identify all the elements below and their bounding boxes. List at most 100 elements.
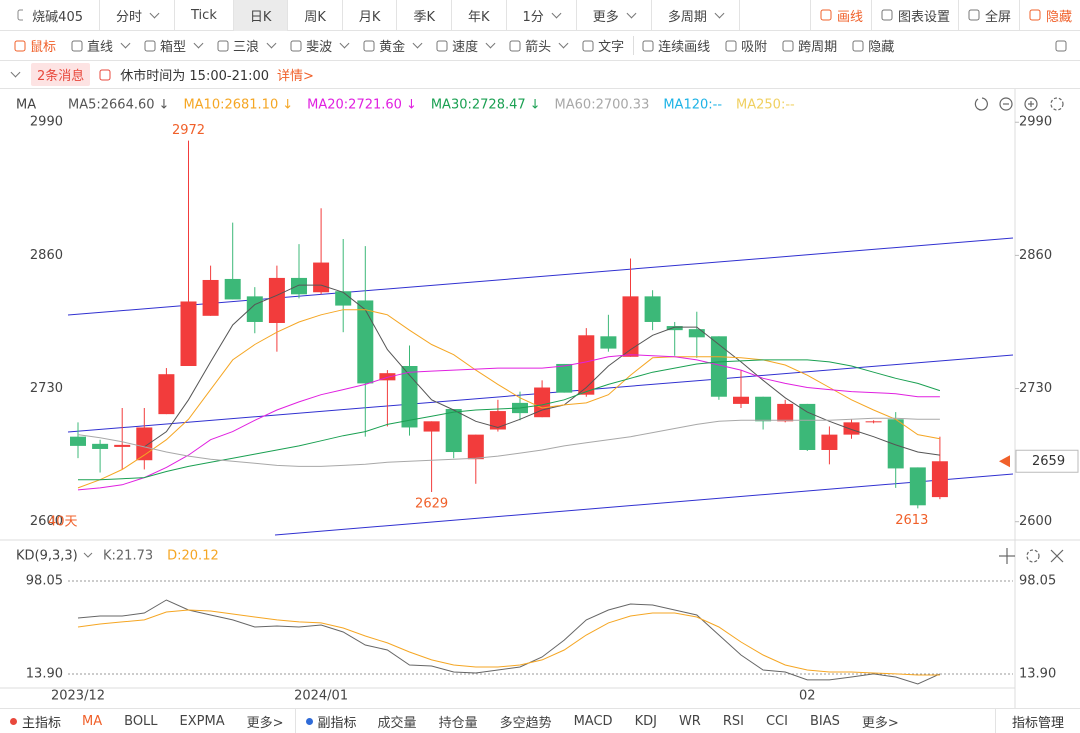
chevron — [193, 38, 204, 49]
indicator[interactable]: 多空趋势 — [499, 715, 552, 731]
tab-label: 分时 — [116, 9, 143, 25]
reset-icon[interactable] — [974, 97, 988, 111]
icon — [290, 40, 302, 51]
indicator[interactable]: EXPMA — [179, 713, 225, 729]
indicator[interactable]: MA — [82, 713, 103, 729]
icon-shape — [881, 9, 893, 21]
icon — [71, 40, 83, 51]
indicator[interactable]: BOLL — [124, 713, 158, 729]
drawing-tool[interactable]: 斐波 — [282, 36, 355, 55]
chevron — [558, 38, 569, 49]
candle-body — [887, 419, 904, 469]
icon — [17, 9, 24, 21]
tool-label: 跨周期 — [798, 40, 838, 55]
candle-body — [70, 436, 86, 446]
icon — [582, 40, 594, 51]
indicator[interactable]: 成交量 — [377, 715, 417, 731]
indicator[interactable]: MACD — [573, 713, 613, 729]
period-tab[interactable]: 分时 — [100, 0, 176, 31]
indicator[interactable]: 持仓量 — [438, 715, 478, 731]
y-tick-label: 98.05 — [26, 574, 63, 589]
indicator[interactable]: WR — [678, 713, 701, 729]
period-tab[interactable]: 季K — [397, 0, 452, 31]
tool-label: 速度 — [452, 40, 479, 55]
action-button[interactable]: 隐藏 — [1018, 0, 1080, 31]
x-tick-label: 2024/01 — [294, 689, 348, 704]
chevron — [412, 38, 423, 49]
indicator[interactable]: 更多> — [861, 715, 899, 731]
period-tab[interactable]: 年K — [452, 0, 507, 31]
icon — [1029, 9, 1041, 21]
zoom-out-icon[interactable] — [999, 97, 1013, 111]
chevron[interactable] — [10, 67, 21, 78]
copy-button[interactable] — [1054, 39, 1080, 53]
drawing-tool[interactable]: 黄金 — [355, 36, 428, 55]
chevron[interactable] — [83, 552, 93, 558]
tab-label: 更多 — [592, 9, 619, 25]
indicator-manage[interactable]: 指标管理 — [994, 708, 1080, 733]
action-button[interactable]: 全屏 — [957, 0, 1019, 31]
indicator[interactable]: RSI — [722, 713, 744, 729]
drawing-tool[interactable]: 连续画线 — [633, 36, 717, 55]
dot — [305, 717, 313, 725]
zoom-in-icon[interactable] — [1024, 97, 1038, 111]
settings-icon[interactable] — [1026, 549, 1040, 563]
settings-icon[interactable] — [1050, 97, 1064, 111]
series-line — [77, 309, 940, 489]
tab-label: 月K — [358, 9, 381, 25]
action-button[interactable]: 画线 — [809, 0, 871, 31]
candle-body — [224, 278, 241, 300]
candle-body — [622, 296, 639, 357]
tool-label: 隐藏 — [868, 40, 895, 55]
candle-body — [379, 373, 396, 381]
drawing-tool[interactable]: 箱型 — [136, 36, 209, 55]
icon — [14, 40, 26, 51]
notice-link[interactable]: 详情> — [277, 69, 314, 84]
action-button[interactable]: 图表设置 — [870, 0, 958, 31]
drawing-tool[interactable]: 鼠标 — [6, 36, 63, 55]
period-toolbar: 烧碱405 分时 Tick 日K 周K 月K 季K 年K 1分 更多 多周期 画线 图表设置 全屏 隐藏 — [0, 0, 1080, 31]
symbol-tab[interactable]: 烧碱405 — [0, 0, 100, 31]
legend-entry: MA60:2700.33 — [555, 98, 650, 113]
close-icon[interactable] — [1050, 549, 1064, 563]
notice-text: 休市时间为 15:00-21:00 — [120, 69, 270, 84]
y-tick-label: 2860 — [1019, 248, 1052, 263]
period-tab[interactable]: Tick — [175, 0, 234, 31]
period-tab[interactable]: 周K — [288, 0, 343, 31]
indicator[interactable]: 更多> — [246, 715, 284, 731]
drawing-tool[interactable]: 箭头 — [501, 36, 574, 55]
drawing-tool[interactable]: 隐藏 — [844, 36, 901, 55]
drawing-tool[interactable]: 文字 — [574, 36, 631, 55]
chevron — [120, 38, 131, 49]
legend-trend: ↓ — [282, 98, 293, 113]
icon-shape — [1055, 40, 1067, 51]
icon — [968, 9, 980, 21]
indicator[interactable]: BIAS — [809, 713, 840, 729]
tool-label: 连续画线 — [658, 40, 711, 55]
drawing-tool[interactable]: 直线 — [63, 36, 136, 55]
candle-body — [821, 434, 838, 450]
action-label: 图表设置 — [897, 9, 950, 25]
period-tab[interactable]: 1分 — [507, 0, 577, 31]
chart-controls[interactable] — [974, 97, 1064, 564]
drawing-tool[interactable]: 速度 — [428, 36, 501, 55]
series-line — [77, 354, 940, 491]
icon-shape — [725, 40, 737, 51]
message-badge[interactable]: 2条消息 — [31, 63, 91, 86]
y-tick-label: 2860 — [30, 248, 63, 263]
y-tick-label: 2600 — [30, 514, 63, 529]
drawing-tool[interactable]: 吸附 — [717, 36, 774, 55]
period-tab[interactable]: 月K — [343, 0, 398, 31]
indicator[interactable]: CCI — [765, 713, 788, 729]
chevron — [551, 8, 562, 18]
drawing-tool[interactable]: 跨周期 — [774, 36, 844, 55]
period-tab[interactable]: 更多 — [577, 0, 652, 31]
indicator[interactable]: KDJ — [634, 713, 657, 729]
x-tick-label: 02 — [799, 689, 816, 704]
drawing-tool[interactable]: 三浪 — [209, 36, 282, 55]
icon-shape — [509, 40, 521, 51]
icon-shape — [852, 40, 864, 51]
candle-body — [357, 300, 374, 384]
period-tab[interactable]: 多周期 — [652, 0, 740, 31]
period-tab[interactable]: 日K — [233, 0, 289, 31]
